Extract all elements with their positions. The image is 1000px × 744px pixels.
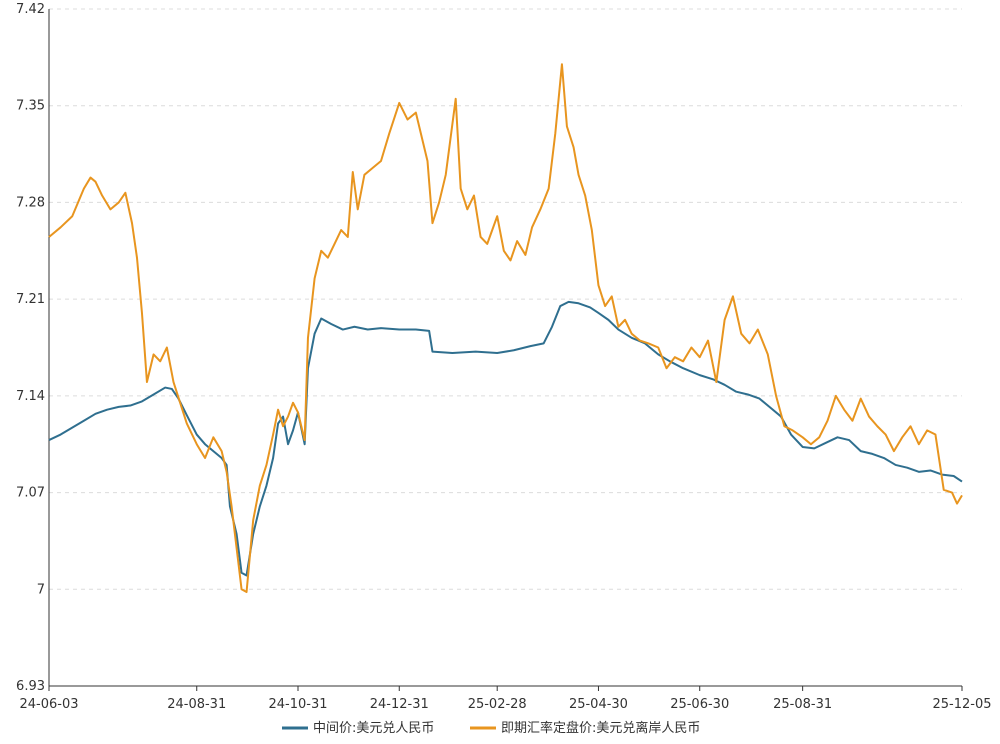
y-tick-label: 7.21 (16, 292, 45, 307)
x-tick-label: 25-04-30 (569, 697, 628, 712)
x-tick-label: 25-08-31 (773, 697, 832, 712)
x-tick-label: 25-12-05 (932, 697, 991, 712)
legend: 中间价:美元兑人民币 即期汇率定盘价:美元兑离岸人民币 (282, 720, 700, 736)
y-tick-label: 7.14 (16, 389, 45, 404)
y-axis: 6.93 7 7.07 7.14 7.21 7.28 7.35 7.42 (16, 2, 50, 694)
series-line-1 (48, 300, 963, 577)
y-tick-label: 7.28 (16, 195, 45, 210)
x-tick-label: 25-02-28 (468, 697, 527, 712)
gridlines (49, 8, 962, 590)
legend-label-2: 即期汇率定盘价:美元兑离岸人民币 (501, 720, 700, 736)
series-lines (48, 63, 963, 594)
x-tick-label: 24-10-31 (268, 697, 327, 712)
y-tick-label: 7.42 (16, 2, 45, 17)
legend-label-1: 中间价:美元兑人民币 (313, 721, 434, 736)
y-tick-label: 7.35 (16, 99, 45, 114)
series-line-2 (48, 63, 963, 594)
y-tick-label: 7 (37, 582, 45, 597)
x-tick-label: 24-06-03 (19, 697, 78, 712)
x-axis: 24-06-03 24-08-31 24-10-31 24-12-31 25-02-28… (19, 685, 992, 712)
x-tick-label: 24-08-31 (167, 697, 226, 712)
x-tick-label: 25-06-30 (670, 697, 729, 712)
y-tick-label: 7.07 (16, 486, 45, 501)
y-tick-label: 6.93 (16, 679, 45, 694)
x-tick-label: 24-12-31 (370, 697, 429, 712)
